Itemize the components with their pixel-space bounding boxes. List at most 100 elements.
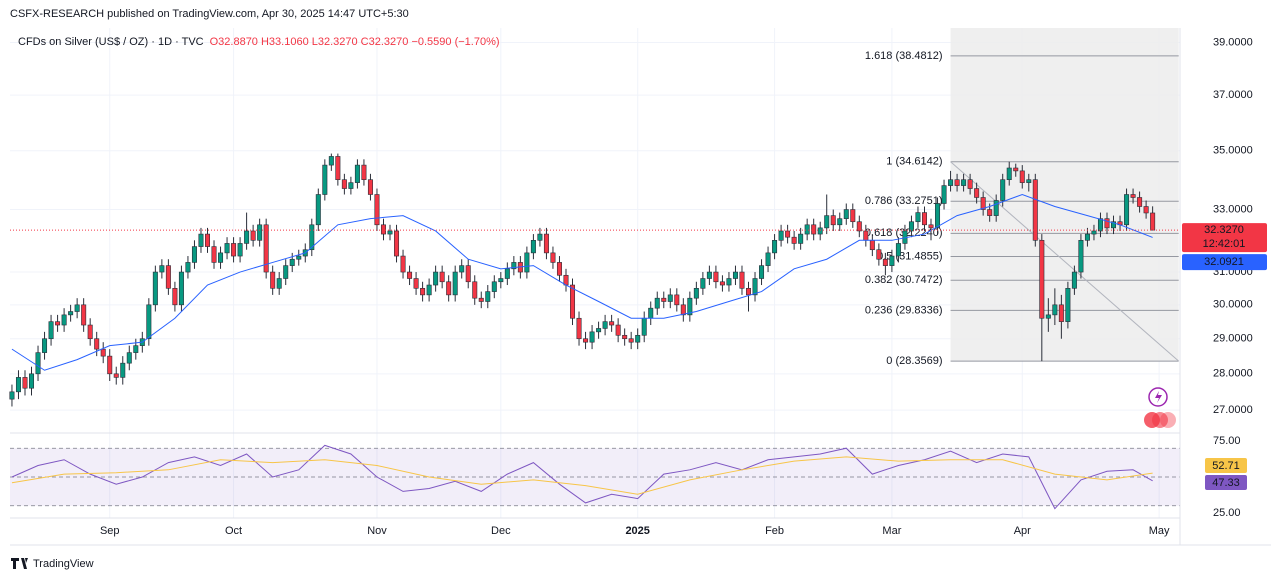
candle-body <box>908 221 914 232</box>
candle-body <box>296 255 302 260</box>
candle-body <box>759 265 765 279</box>
candle-body <box>283 265 289 279</box>
candle-body <box>732 271 738 279</box>
candle-body <box>550 252 556 263</box>
x-tick-label: May <box>1149 525 1170 537</box>
candle-body <box>1006 167 1012 180</box>
fib-label: 0.786 (33.2751) <box>865 195 943 207</box>
y-tick-label: 27.0000 <box>1213 404 1253 416</box>
candle-body <box>198 233 204 247</box>
candle-body <box>413 278 419 289</box>
candle-body <box>967 179 973 189</box>
candle-body <box>869 240 875 251</box>
candle-body <box>133 345 139 353</box>
main-layer: 39.000037.000035.000033.000031.000030.00… <box>9 36 1267 537</box>
candle-body <box>589 331 595 343</box>
candle-body <box>817 227 823 235</box>
candle-body <box>74 304 80 312</box>
y-tick-label: 28.0000 <box>1213 368 1253 380</box>
candle-body <box>1111 221 1117 229</box>
candle-body <box>55 321 61 326</box>
fib-label: 0.236 (29.8336) <box>865 304 943 316</box>
candle-body <box>693 288 699 299</box>
candle-body <box>48 321 54 340</box>
candle-body <box>387 230 393 235</box>
x-tick-label: Feb <box>765 525 784 537</box>
x-tick-label: Dec <box>491 525 511 537</box>
candle-body <box>1052 304 1058 316</box>
candle-body <box>648 307 654 319</box>
symbol-title: CFDs on Silver (US$ / OZ) · 1D · TVC <box>18 36 204 48</box>
candle-body <box>765 252 771 266</box>
candle-body <box>309 224 315 251</box>
candle-body <box>15 377 21 393</box>
candle-body <box>935 203 941 229</box>
ohlc-values: O32.8870 H33.1060 L32.3270 C32.3270 −0.5… <box>210 36 500 48</box>
candle-body <box>1150 212 1156 231</box>
candle-body <box>948 179 954 186</box>
candle-body <box>472 281 478 299</box>
candle-body <box>811 224 817 235</box>
candle-body <box>361 164 367 180</box>
candle-body <box>570 284 576 319</box>
x-tick-label: Apr <box>1014 525 1031 537</box>
candle-body <box>276 278 282 289</box>
candle-body <box>100 348 106 357</box>
candle-body <box>609 321 615 326</box>
candle-body <box>1097 218 1103 232</box>
candle-body <box>68 311 74 316</box>
candle-body <box>1013 167 1019 172</box>
rsi-tick-label: 25.00 <box>1213 507 1241 519</box>
candle-body <box>113 373 119 378</box>
event-icon[interactable] <box>1160 412 1176 428</box>
rsi-tick-label: 75.00 <box>1213 435 1241 447</box>
candle-body <box>407 271 413 279</box>
candle-body <box>993 200 999 216</box>
candle-body <box>400 255 406 273</box>
candle-body <box>752 278 758 296</box>
publish-header: CSFX-RESEARCH published on TradingView.c… <box>10 8 409 20</box>
candle-body <box>674 294 680 306</box>
event-icon[interactable] <box>1152 412 1168 428</box>
candle-body <box>289 258 295 266</box>
candle-body <box>680 304 686 316</box>
candle-body <box>159 265 165 273</box>
candle-body <box>700 278 706 289</box>
ma-price-label: 32.0921 <box>1204 256 1244 268</box>
candle-body <box>237 243 243 257</box>
candle-body <box>876 249 882 260</box>
candle-body <box>713 271 719 283</box>
candle-body <box>576 317 582 340</box>
candle-body <box>863 230 869 241</box>
candle-body <box>830 215 836 226</box>
candle-body <box>556 262 562 276</box>
x-tick-label: Nov <box>367 525 387 537</box>
candle-body <box>22 377 28 389</box>
candle-body <box>394 230 400 257</box>
candle-body <box>465 265 471 283</box>
candle-body <box>1091 230 1097 235</box>
candle-body <box>941 185 947 204</box>
y-tick-label: 30.0000 <box>1213 299 1253 311</box>
rsi-value-box <box>1205 458 1247 473</box>
last-price-label: 32.3270 <box>1204 224 1244 236</box>
rsi-line <box>11 444 1153 510</box>
rsi-value-box <box>1205 475 1247 490</box>
countdown-label: 12:42:01 <box>1203 238 1246 250</box>
candle-body <box>530 240 536 254</box>
candle-body <box>354 164 360 183</box>
candle-body <box>478 297 484 302</box>
candle-body <box>152 271 158 306</box>
candle-body <box>850 209 856 223</box>
candle-body <box>974 188 980 198</box>
candle-body <box>895 243 901 257</box>
candle-body <box>882 258 888 266</box>
candle-body <box>1045 314 1051 319</box>
candle-body <box>641 317 647 336</box>
fib-label: 1 (34.6142) <box>886 156 942 168</box>
candle-body <box>739 271 745 289</box>
x-tick-label: Oct <box>225 525 242 537</box>
candle-body <box>667 294 673 302</box>
